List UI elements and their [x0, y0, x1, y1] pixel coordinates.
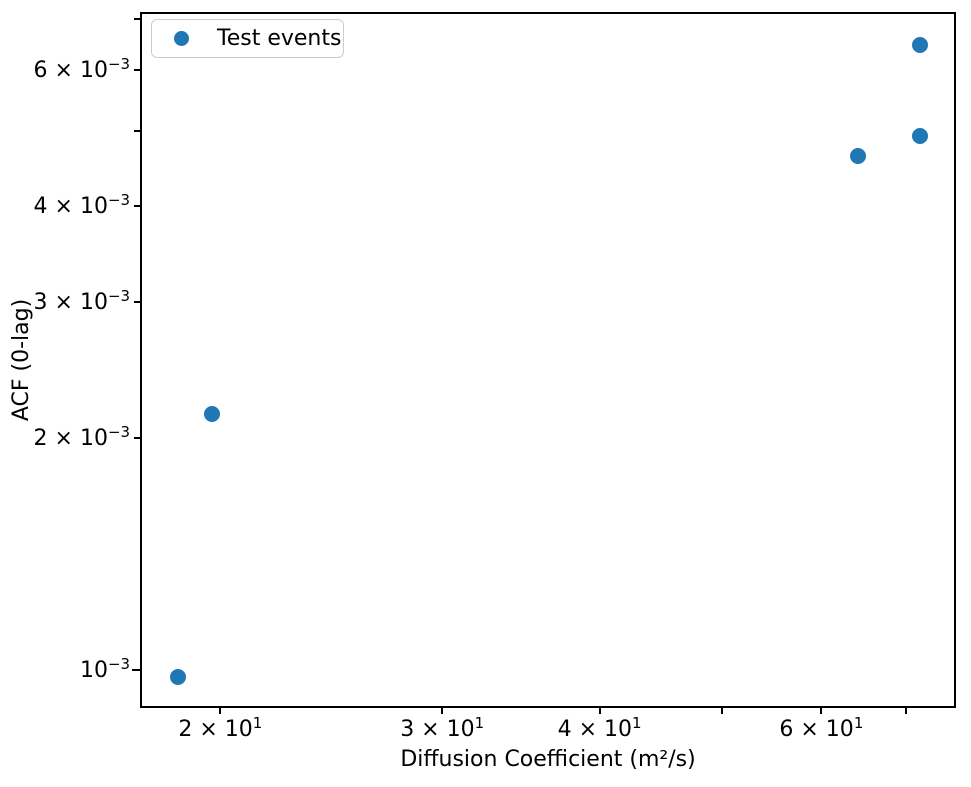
y-tick — [134, 205, 140, 208]
x-tick — [720, 708, 723, 714]
y-tick — [134, 301, 140, 304]
x-tick — [904, 708, 907, 714]
y-tick — [132, 669, 140, 672]
data-point — [911, 36, 928, 53]
y-tick-label: 6 × 10−3 — [33, 55, 130, 84]
y-tick-label: 10−3 — [79, 655, 130, 684]
y-tick — [134, 130, 140, 133]
x-tick — [820, 708, 823, 714]
y-tick — [134, 17, 140, 20]
data-point — [911, 128, 928, 145]
y-tick — [134, 69, 140, 72]
y-axis-label: ACF (0-lag) — [9, 298, 34, 422]
x-axis-label: Diffusion Coefficient (m²/s) — [400, 747, 696, 772]
x-tick-label: 4 × 101 — [557, 713, 642, 742]
x-tick — [219, 708, 222, 714]
data-point — [169, 668, 186, 685]
plot-area — [140, 12, 956, 708]
legend-label: Test events — [217, 25, 342, 51]
y-tick-label: 3 × 10−3 — [33, 287, 130, 316]
x-tick — [598, 708, 601, 714]
y-tick-label: 4 × 10−3 — [33, 190, 130, 220]
x-tick — [441, 708, 444, 714]
y-tick-label: 2 × 10−3 — [33, 422, 130, 452]
x-tick-label: 6 × 101 — [779, 713, 864, 742]
x-tick-label: 3 × 101 — [400, 713, 485, 742]
x-tick-label: 2 × 101 — [178, 713, 263, 742]
legend-marker-icon — [174, 31, 189, 46]
data-point — [849, 148, 866, 165]
legend: Test events — [151, 19, 344, 58]
y-tick — [134, 437, 140, 440]
data-point — [204, 405, 221, 422]
